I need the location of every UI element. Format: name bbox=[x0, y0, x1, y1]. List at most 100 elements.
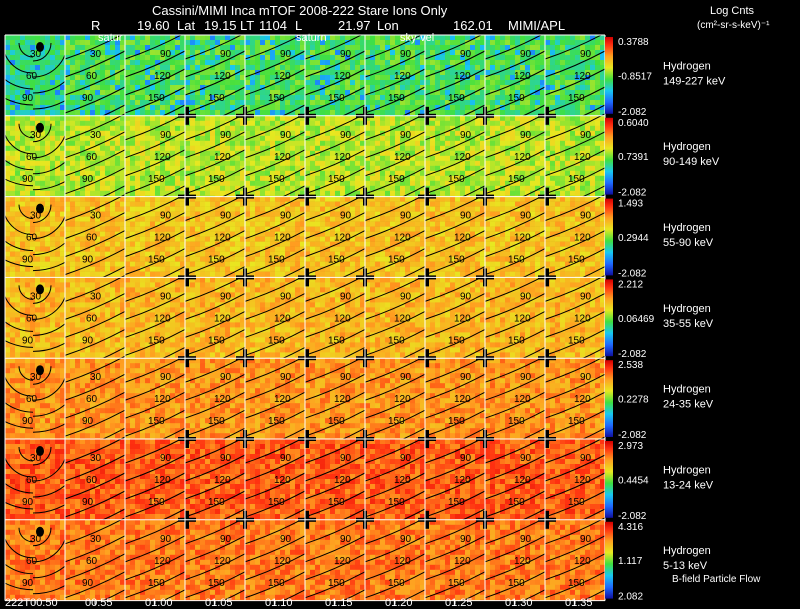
heatmap-cell bbox=[410, 186, 415, 191]
heatmap-cell bbox=[55, 197, 60, 202]
heatmap-cell bbox=[85, 60, 90, 65]
heatmap-cell bbox=[545, 65, 550, 70]
heatmap-cell bbox=[250, 166, 255, 171]
heatmap-cell bbox=[375, 191, 380, 196]
heatmap-cell bbox=[175, 237, 180, 242]
heatmap-cell bbox=[415, 181, 420, 186]
heatmap-cell bbox=[170, 222, 175, 227]
heatmap-cell bbox=[80, 126, 85, 131]
heatmap-cell bbox=[160, 186, 165, 191]
heatmap-cell bbox=[145, 222, 150, 227]
heatmap-cell bbox=[40, 181, 45, 186]
heatmap-cell bbox=[435, 55, 440, 60]
heatmap-cell bbox=[385, 40, 390, 45]
heatmap-cell bbox=[30, 197, 35, 202]
heatmap-cell bbox=[155, 202, 160, 207]
heatmap-cell bbox=[510, 40, 515, 45]
heatmap-cell bbox=[265, 156, 270, 161]
heatmap-cell bbox=[70, 156, 75, 161]
heatmap-cell bbox=[435, 126, 440, 131]
heatmap-cell bbox=[475, 80, 480, 85]
heatmap-cell bbox=[490, 176, 495, 181]
heatmap-cell bbox=[500, 75, 505, 80]
heatmap-cell bbox=[5, 65, 10, 70]
heatmap-cell bbox=[325, 70, 330, 75]
heatmap-cell bbox=[10, 50, 15, 55]
heatmap-cell bbox=[330, 121, 335, 126]
heatmap-cell bbox=[130, 100, 135, 105]
heatmap-cell bbox=[390, 121, 395, 126]
heatmap-cell bbox=[400, 146, 405, 151]
heatmap-cell bbox=[50, 55, 55, 60]
heatmap-cell bbox=[70, 141, 75, 146]
heatmap-cell bbox=[130, 181, 135, 186]
heatmap-cell bbox=[225, 35, 230, 40]
heatmap-cell bbox=[510, 35, 515, 40]
heatmap-cell bbox=[40, 85, 45, 90]
heatmap-cell bbox=[395, 191, 400, 196]
heatmap-cell bbox=[295, 95, 300, 100]
heatmap-cell bbox=[125, 267, 130, 272]
heatmap-cell bbox=[200, 45, 205, 50]
heatmap-cell bbox=[190, 207, 195, 212]
heatmap-cell bbox=[200, 126, 205, 131]
heatmap-cell bbox=[375, 141, 380, 146]
heatmap-cell bbox=[205, 80, 210, 85]
heatmap-cell bbox=[20, 202, 25, 207]
heatmap-cell bbox=[315, 176, 320, 181]
heatmap-cell bbox=[95, 186, 100, 191]
heatmap-cell bbox=[215, 65, 220, 70]
heatmap-cell bbox=[380, 116, 385, 121]
heatmap-cell bbox=[65, 35, 70, 40]
heatmap-cell bbox=[110, 247, 115, 252]
heatmap-cell bbox=[155, 85, 160, 90]
heatmap-cell bbox=[5, 202, 10, 207]
heatmap-cell bbox=[25, 116, 30, 121]
heatmap-cell bbox=[70, 181, 75, 186]
heatmap-cell bbox=[125, 186, 130, 191]
heatmap-cell bbox=[530, 80, 535, 85]
heatmap-cell bbox=[310, 65, 315, 70]
heatmap-cell bbox=[490, 161, 495, 166]
heatmap-cell bbox=[390, 55, 395, 60]
heatmap-cell bbox=[5, 90, 10, 95]
heatmap-cell bbox=[70, 100, 75, 105]
heatmap-cell bbox=[125, 65, 130, 70]
heatmap-cell bbox=[350, 166, 355, 171]
heatmap-cell bbox=[230, 60, 235, 65]
heatmap-cell bbox=[520, 116, 525, 121]
heatmap-cell bbox=[310, 131, 315, 136]
heatmap-cell bbox=[345, 35, 350, 40]
heatmap-cell bbox=[415, 176, 420, 181]
heatmap-cell bbox=[110, 267, 115, 272]
heatmap-cell bbox=[555, 126, 560, 131]
heatmap-cell bbox=[410, 141, 415, 146]
heatmap-cell bbox=[5, 252, 10, 257]
contour-label: 150 bbox=[268, 93, 285, 104]
heatmap-cell bbox=[25, 222, 30, 227]
heatmap-cell bbox=[95, 202, 100, 207]
contour-label: 120 bbox=[394, 71, 411, 82]
heatmap-cell bbox=[70, 116, 75, 121]
heatmap-cell bbox=[125, 131, 130, 136]
heatmap-cell bbox=[295, 65, 300, 70]
heatmap-cell bbox=[95, 110, 100, 115]
heatmap-cell bbox=[195, 45, 200, 50]
heatmap-cell bbox=[430, 50, 435, 55]
heatmap-cell bbox=[335, 146, 340, 151]
heatmap-cell bbox=[125, 35, 130, 40]
contour-label: 90 bbox=[340, 49, 352, 60]
heatmap-cell bbox=[35, 85, 40, 90]
heatmap-cell bbox=[20, 217, 25, 222]
heatmap-cell bbox=[10, 146, 15, 151]
heatmap-cell bbox=[115, 262, 120, 267]
heatmap-cell bbox=[75, 40, 80, 45]
heatmap-cell bbox=[440, 136, 445, 141]
heatmap-cell bbox=[140, 40, 145, 45]
heatmap-cell bbox=[90, 40, 95, 45]
heatmap-cell bbox=[305, 50, 310, 55]
heatmap-cell bbox=[275, 35, 280, 40]
heatmap-cell bbox=[175, 100, 180, 105]
contour-label: 90 bbox=[160, 49, 172, 60]
heatmap-cell bbox=[50, 136, 55, 141]
